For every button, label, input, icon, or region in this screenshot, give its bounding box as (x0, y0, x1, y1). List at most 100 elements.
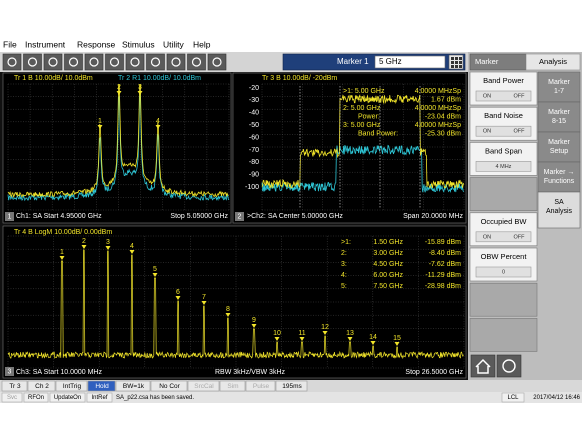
softkey[interactable] (469, 318, 538, 352)
window-number-label: 3 (8, 368, 12, 375)
marker-triangle (116, 91, 122, 95)
marker-input[interactable] (374, 55, 446, 69)
side-tab[interactable] (537, 161, 581, 193)
tool-icon (27, 57, 38, 67)
menu-item[interactable]: Stimulus (122, 39, 155, 49)
tool-icon (68, 57, 79, 67)
marker-readout: 4.0000 MHzSp (415, 105, 461, 112)
marker-triangle (105, 246, 111, 250)
marker-label: 2 (117, 84, 121, 91)
marker-triangle (81, 245, 87, 249)
marker-readout: 3.00 GHz (373, 250, 403, 257)
panel-tab[interactable] (525, 53, 581, 71)
help-icon (502, 359, 516, 373)
side-tab-label: Marker → (544, 169, 575, 176)
marker-readout: -11.29 dBm (425, 272, 461, 279)
marker-label: 3 (106, 239, 110, 246)
marker-label: 3 (138, 84, 142, 91)
tool-button[interactable] (125, 53, 145, 71)
status-item (187, 380, 220, 392)
status-clock: 2017/04/12 16:46 (533, 395, 580, 401)
trace-3 (261, 94, 464, 190)
marker-readout: 1.50 GHz (373, 239, 403, 246)
tool-button[interactable] (105, 53, 124, 71)
side-tab-label: Analysis (546, 208, 573, 215)
marker-triangle (175, 296, 181, 300)
toggle-off: OFF (514, 129, 526, 135)
status-item (245, 380, 276, 392)
tab-label: Marker (475, 57, 499, 66)
marker-readout: 3: 5.00 GHz (343, 122, 381, 129)
toggle[interactable] (475, 231, 532, 243)
y-tick-label: -100 (245, 184, 259, 191)
tool-button[interactable] (23, 53, 42, 71)
status-item (87, 380, 116, 392)
status-bar-2 (0, 392, 582, 403)
value-field[interactable] (475, 266, 532, 278)
home-button[interactable] (470, 354, 496, 378)
menu-item[interactable]: File (3, 39, 17, 49)
toggle[interactable] (475, 90, 532, 102)
side-tab-label: Functions (544, 178, 575, 185)
home-icon (475, 358, 491, 374)
menu-item[interactable]: Help (193, 39, 211, 49)
status-text: Hold (95, 383, 109, 390)
softkey[interactable] (469, 282, 538, 317)
softkey-label: Band Power (483, 76, 524, 85)
y-tick-label: -50 (249, 122, 259, 129)
status-text: Sim (227, 383, 238, 390)
tool-button[interactable] (2, 53, 22, 71)
window-number (235, 212, 244, 221)
marker-label: 9 (252, 317, 256, 324)
tab-label: Analysis (539, 57, 567, 66)
marker-readout: 6.00 GHz (373, 272, 403, 279)
marker-triangle (394, 342, 400, 346)
menu-item[interactable]: Response (77, 39, 116, 49)
tool-button[interactable] (43, 53, 63, 71)
side-tab-label: 8-15 (552, 118, 566, 125)
grid-icon-cell (455, 65, 458, 68)
tool-button[interactable] (166, 53, 186, 71)
status-item (275, 380, 308, 392)
status-text: SrcCal (194, 383, 214, 390)
status-item (501, 392, 525, 403)
status-text: LCL (507, 395, 519, 401)
side-tab[interactable] (537, 191, 581, 229)
softkey[interactable] (469, 177, 538, 211)
marker-label: 11 (298, 330, 305, 337)
marker-value: 5 GHz (379, 57, 402, 66)
tool-button[interactable] (64, 53, 83, 71)
status-text: IntTrig (63, 383, 82, 390)
marker-readout: -28.98 dBm (425, 283, 461, 290)
marker-readout: 2: (341, 250, 347, 257)
softkey-label: OBW Percent (481, 252, 528, 261)
tool-button[interactable] (84, 53, 104, 71)
status-text: Svc (7, 395, 17, 401)
toggle-off: OFF (514, 234, 526, 240)
marker-label: 1 (60, 249, 64, 256)
window-number (5, 212, 14, 221)
help-button[interactable] (496, 354, 522, 378)
value-field[interactable] (475, 161, 532, 172)
softkey-value: 0 (502, 269, 505, 275)
tool-button[interactable] (207, 53, 227, 71)
trace-header: Tr 1 B 10.00dB/ 10.0dBm (14, 75, 93, 82)
marker-readout: 4: (341, 272, 347, 279)
marker-triangle (201, 301, 207, 305)
grid-icon-cell (459, 57, 462, 60)
marker-triangle (322, 331, 328, 335)
marker-readout: -7.62 dBm (429, 261, 461, 268)
menu-item[interactable]: Utility (163, 39, 185, 49)
side-tab-label: Marker (548, 79, 570, 86)
status-message: SA_p22.csa has been saved. (116, 395, 194, 401)
tool-button[interactable] (187, 53, 206, 71)
marker-readout: -23.04 dBm (425, 113, 461, 120)
tool-button[interactable] (146, 53, 165, 71)
menu-item[interactable]: Instrument (25, 39, 66, 49)
side-tab[interactable] (537, 101, 581, 133)
toggle[interactable] (475, 125, 532, 137)
toggle-off: OFF (514, 93, 526, 99)
side-tab[interactable] (537, 71, 581, 103)
y-tick-label: -40 (249, 110, 259, 117)
marker-label: 13 (346, 330, 354, 337)
